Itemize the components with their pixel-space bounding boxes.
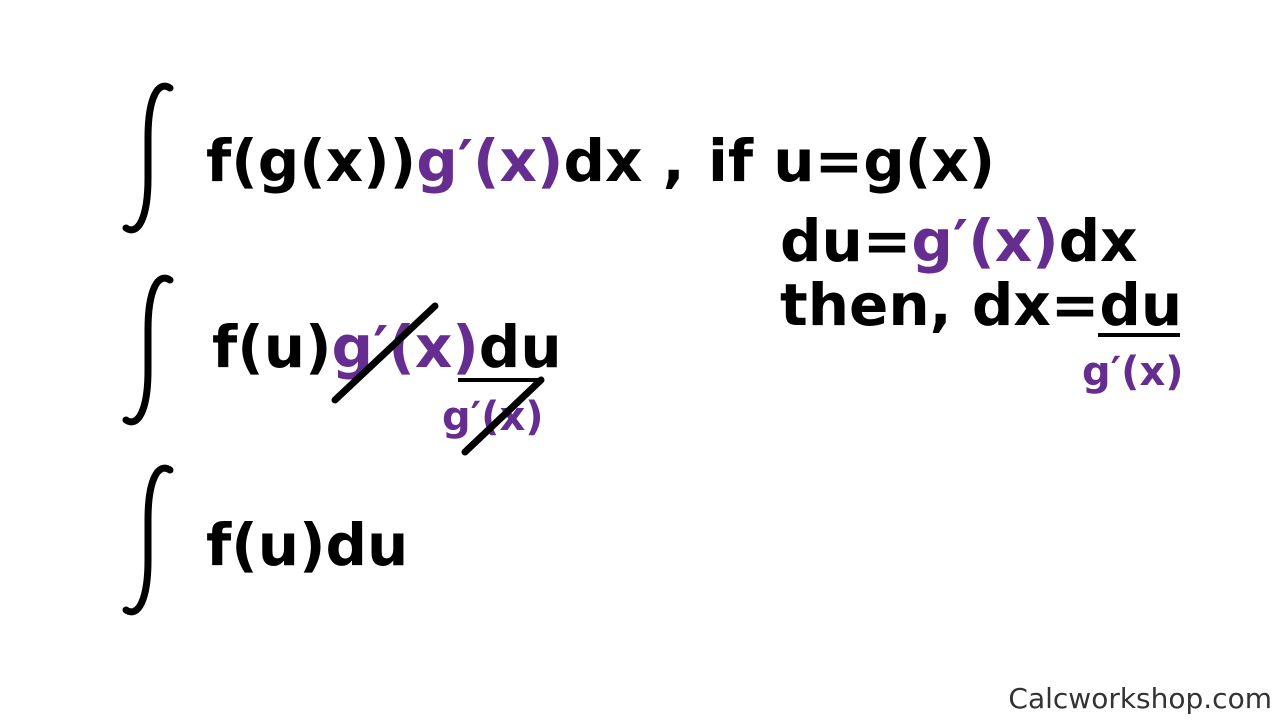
dx-equals: then, dx= (780, 271, 1100, 339)
integral-sign-2 (122, 274, 174, 426)
row2-fraction-bar (458, 378, 542, 382)
du-derivative: g′(x) (911, 207, 1059, 275)
watermark: Calcworkshop.com (1008, 682, 1272, 715)
row3-expression: f(u)du (206, 511, 409, 579)
row1-differential: dx , (563, 127, 685, 195)
integral-sign-3 (122, 464, 174, 616)
du-equals: du= (780, 207, 912, 275)
row2-function: f(u) (212, 313, 332, 381)
row2-expression: f(u)g′(x)du (212, 318, 562, 376)
row2-denominator: g′(x) (442, 394, 544, 440)
du-dx: dx (1058, 207, 1138, 275)
dx-denominator: g′(x) (1082, 349, 1184, 395)
row1-outer-function: f(g(x)) (206, 127, 417, 195)
du-equation: du=g′(x)dx (780, 212, 1138, 270)
row2-cancelled-derivative: g′(x) (331, 313, 479, 381)
row2-numerator: du (478, 313, 562, 381)
substitution-condition: if u=g(x) (708, 127, 996, 195)
dx-equation: then, dx=du (780, 276, 1182, 334)
dx-numerator: du (1099, 271, 1183, 339)
integral-sign-1 (122, 82, 174, 234)
row1-inner-derivative: g′(x) (416, 127, 564, 195)
dx-fraction-bar (1098, 333, 1180, 337)
row1-expression: f(g(x))g′(x)dx , (206, 132, 685, 190)
